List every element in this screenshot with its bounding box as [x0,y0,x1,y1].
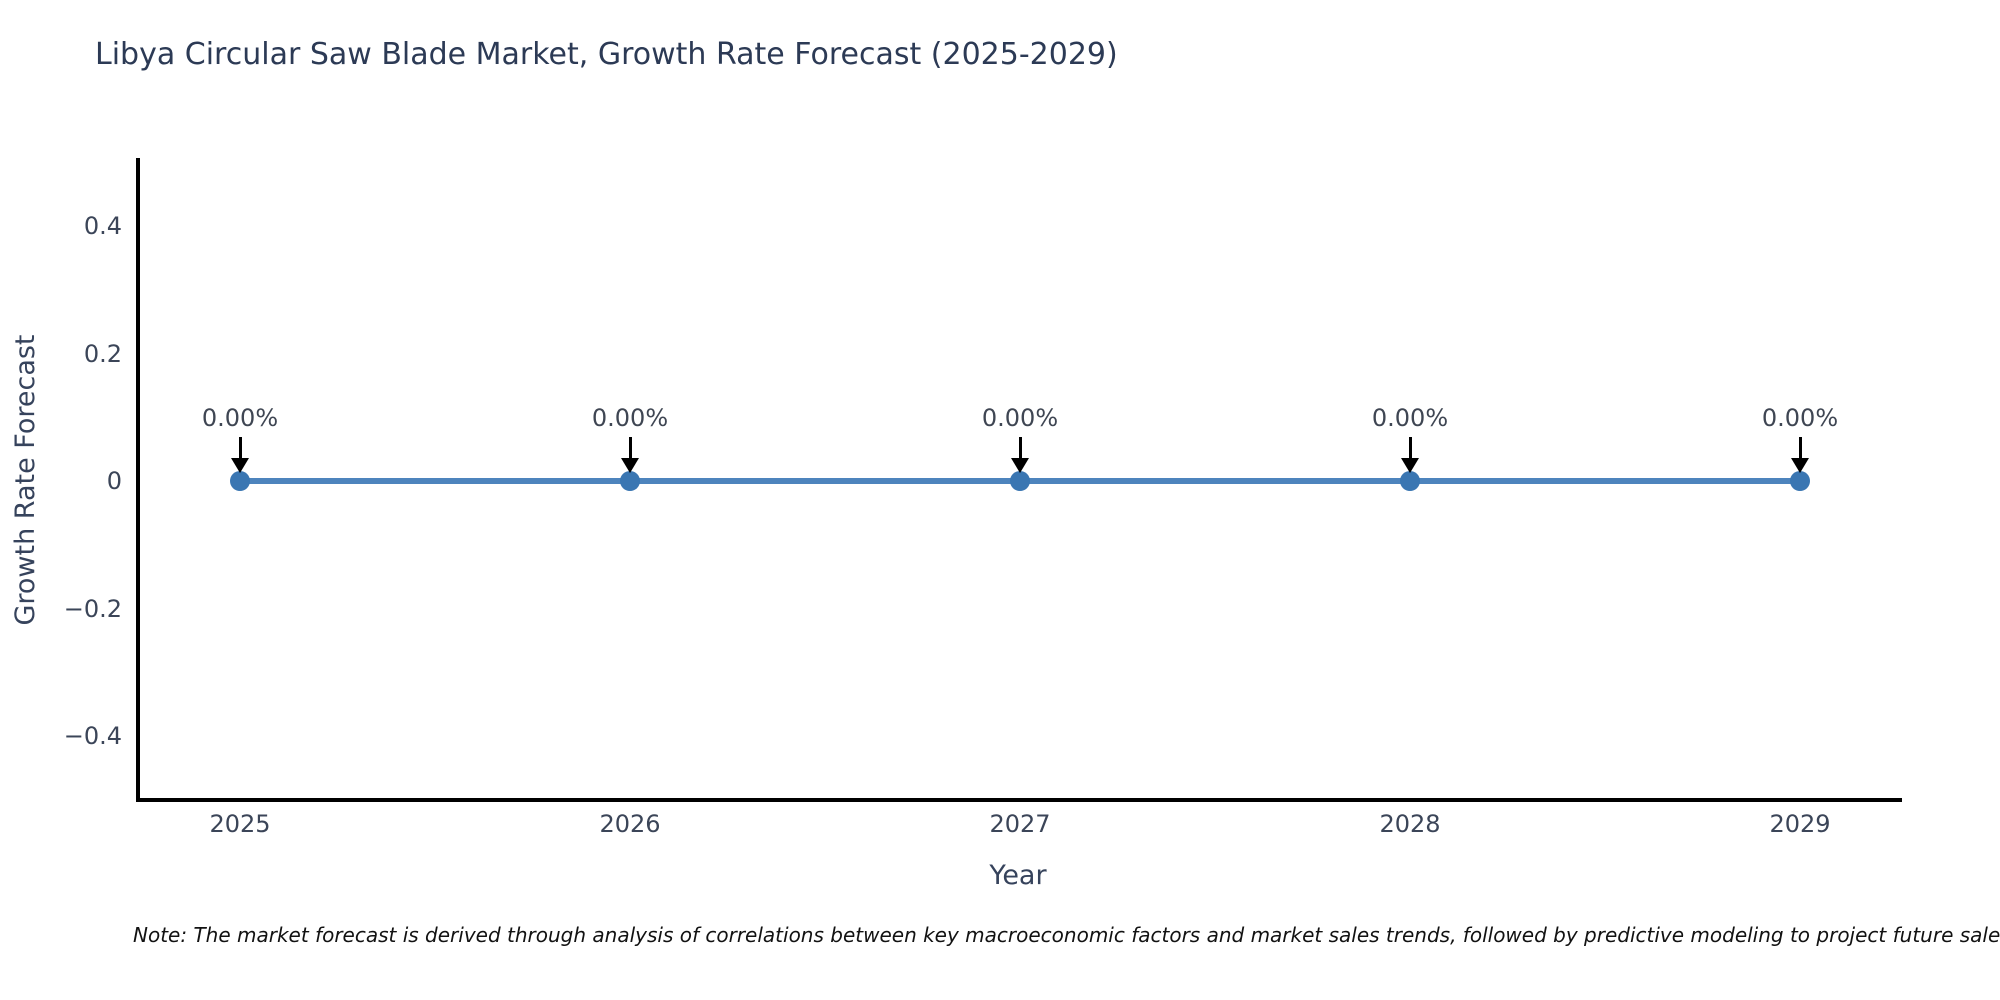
x-tick-label: 2027 [989,810,1051,838]
x-tick-label: 2028 [1379,810,1441,838]
annotation-arrow-stem [238,437,242,460]
y-tick-label: −0.4 [63,722,122,750]
annotation-arrow-head [1011,458,1029,473]
x-tick-label: 2029 [1769,810,1831,838]
data-point-marker [1010,471,1030,491]
data-point-marker [230,471,250,491]
footnote: Note: The market forecast is derived thr… [133,923,2000,947]
annotation-arrow-head [1791,458,1809,473]
x-tick-label: 2025 [209,810,271,838]
x-axis-line [136,798,1902,802]
y-tick-label: −0.2 [63,594,122,623]
annotation-arrow-stem [1018,437,1022,460]
x-axis-title: Year [989,860,1047,891]
annotation-arrow-stem [1798,437,1802,460]
data-label: 0.00% [1371,404,1449,432]
data-label: 0.00% [201,404,279,432]
annotation-arrow-stem [1408,437,1412,460]
data-label: 0.00% [1761,404,1839,432]
y-tick-label: 0.4 [83,212,122,240]
data-label: 0.00% [981,404,1059,432]
annotation-arrow-head [621,458,639,473]
x-tick-label: 2026 [599,810,661,838]
data-point-marker [1400,471,1420,491]
annotation-arrow-head [1401,458,1419,473]
y-tick-label: 0 [106,467,122,495]
data-label: 0.00% [591,404,669,432]
data-point-marker [620,471,640,491]
annotation-arrow-head [231,458,249,473]
y-axis-line [136,158,140,802]
y-tick-label: 0.2 [83,339,122,368]
data-point-marker [1790,471,1810,491]
annotation-arrow-stem [628,437,632,460]
chart-title: Libya Circular Saw Blade Market, Growth … [95,37,1118,72]
